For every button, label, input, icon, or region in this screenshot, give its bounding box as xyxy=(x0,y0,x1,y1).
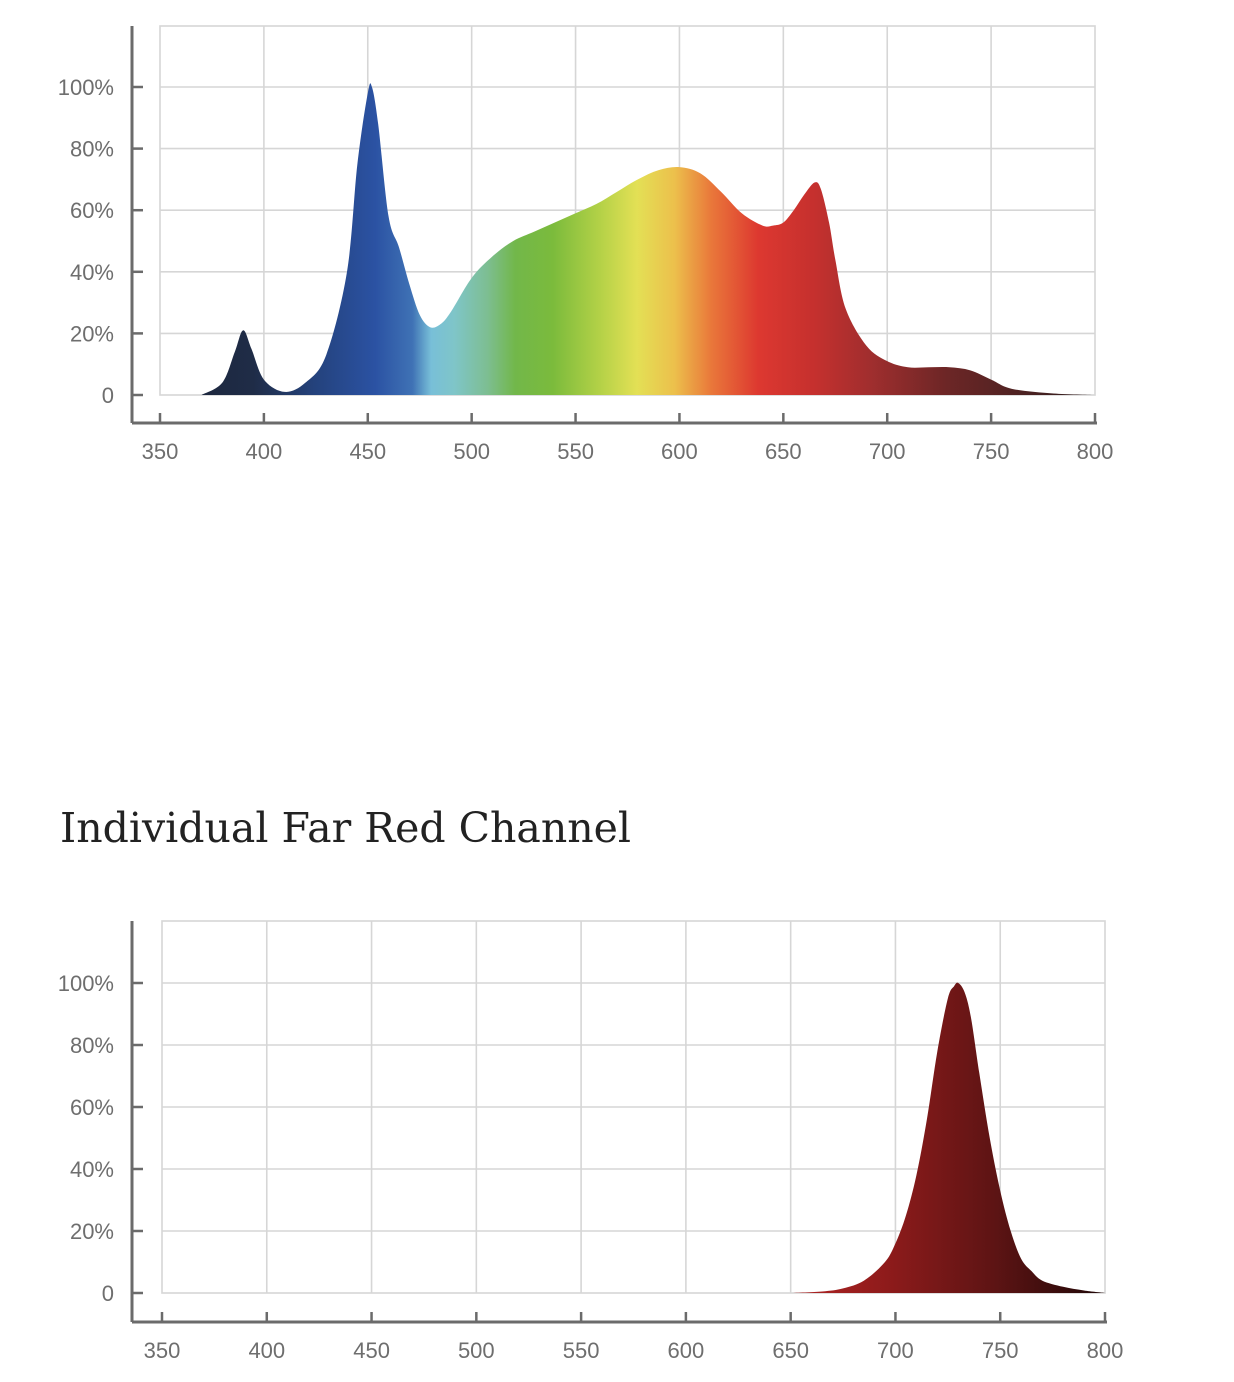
y-tick-label: 20% xyxy=(70,321,114,346)
x-tick-label: 550 xyxy=(557,439,594,464)
x-tick-label: 600 xyxy=(668,1338,705,1363)
x-tick-label: 800 xyxy=(1077,439,1114,464)
spectrum-area xyxy=(201,83,1095,396)
x-tick-label: 700 xyxy=(869,439,906,464)
y-tick-label: 80% xyxy=(70,1033,114,1058)
y-tick-label: 100% xyxy=(58,971,114,996)
x-tick-label: 450 xyxy=(353,1338,390,1363)
x-tick-label: 650 xyxy=(772,1338,809,1363)
y-tick-label: 0 xyxy=(102,383,114,408)
x-tick-labels: 350 400 450 500 550 600 650 700 750 800 xyxy=(142,439,1114,464)
y-tick-label: 80% xyxy=(70,137,114,162)
x-tick-labels: 350 400 450 500 550 600 650 700 750 800 xyxy=(144,1338,1124,1363)
x-tick-label: 800 xyxy=(1087,1338,1124,1363)
x-tick-label: 500 xyxy=(458,1338,495,1363)
x-tick-label: 350 xyxy=(142,439,179,464)
x-tick-label: 650 xyxy=(765,439,802,464)
x-tick-label: 400 xyxy=(246,439,283,464)
y-tick-label: 20% xyxy=(70,1219,114,1244)
x-tick-label: 400 xyxy=(248,1338,285,1363)
x-tick-label: 350 xyxy=(144,1338,181,1363)
y-tick-label: 60% xyxy=(70,198,114,223)
spectrum-area xyxy=(790,982,1105,1293)
x-tick-label: 750 xyxy=(982,1338,1019,1363)
y-tick-labels: 0 20% 40% 60% 80% 100% xyxy=(58,971,114,1306)
y-tick-label: 40% xyxy=(70,1157,114,1182)
chart-axes xyxy=(130,921,1107,1324)
y-tick-label: 60% xyxy=(70,1095,114,1120)
y-tick-label: 100% xyxy=(58,75,114,100)
x-tick-label: 750 xyxy=(973,439,1010,464)
x-tick-label: 500 xyxy=(453,439,490,464)
y-tick-label: 0 xyxy=(102,1281,114,1306)
x-tick-label: 450 xyxy=(349,439,386,464)
x-tick-label: 550 xyxy=(563,1338,600,1363)
section-title: Individual Far Red Channel xyxy=(60,804,632,852)
y-tick-labels: 0 20% 40% 60% 80% 100% xyxy=(58,75,114,408)
far-red-spectrum-chart: 0 20% 40% 60% 80% 100% 350 400 450 500 5… xyxy=(58,920,1124,1363)
x-tick-label: 600 xyxy=(661,439,698,464)
full-spectrum-chart: 0 20% 40% 60% 80% 100% 350 400 450 500 5… xyxy=(58,25,1114,464)
y-tick-label: 40% xyxy=(70,260,114,285)
chart-axes xyxy=(130,26,1097,425)
x-tick-label: 700 xyxy=(877,1338,914,1363)
